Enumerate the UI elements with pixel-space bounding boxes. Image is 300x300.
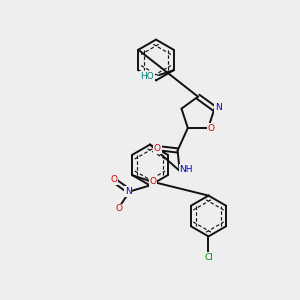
Text: N: N — [215, 103, 221, 112]
Text: O: O — [154, 144, 161, 153]
Text: O: O — [150, 177, 157, 186]
Text: N: N — [125, 187, 131, 196]
Text: HO: HO — [140, 72, 154, 81]
Text: O: O — [110, 175, 117, 184]
Text: Cl: Cl — [204, 253, 213, 262]
Text: O: O — [208, 124, 215, 133]
Text: NH: NH — [179, 165, 193, 174]
Text: O: O — [115, 204, 122, 213]
